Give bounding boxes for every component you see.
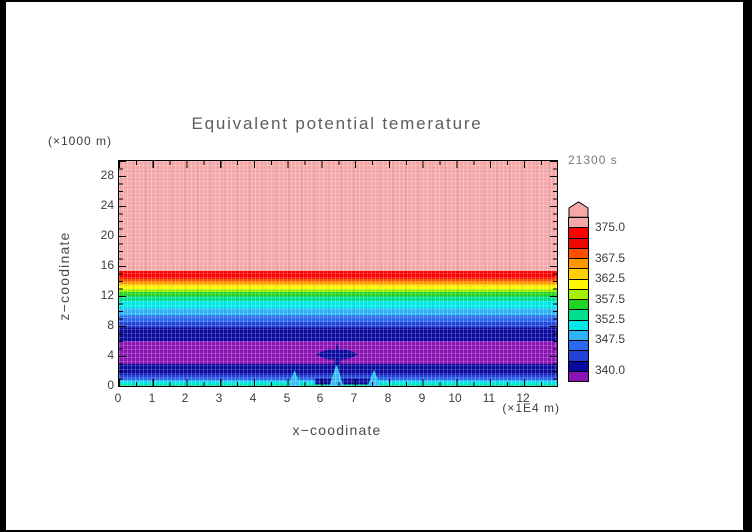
surface-plume-left: [288, 370, 301, 386]
colorbar-label-362-5: 362.5: [595, 271, 626, 285]
colorbar-segment: [569, 237, 588, 248]
plot-canvas: Equivalent potential temerature (×1000 m…: [6, 2, 743, 530]
y-tick-label-24: 24: [100, 198, 114, 212]
colorbar-label-375: 375.0: [595, 220, 626, 234]
plot-area: [118, 160, 558, 387]
contour-features: [288, 344, 381, 386]
y-tick-label-20: 20: [100, 228, 114, 242]
colorbar-segment: [569, 350, 588, 361]
colorbar: [568, 217, 589, 382]
timestamp-label: 21300 s: [568, 153, 618, 167]
x-tick-label-3: 3: [215, 391, 223, 405]
colorbar-segment: [569, 218, 588, 228]
x-tick-label-6: 6: [316, 391, 324, 405]
colorbar-label-367-5: 367.5: [595, 251, 626, 265]
y-tick-label-4: 4: [107, 348, 114, 362]
y-axis-unit-label: (×1000 m): [48, 134, 113, 148]
x-tick-label-2: 2: [181, 391, 189, 405]
chart-title: Equivalent potential temerature: [191, 114, 483, 133]
colorbar-segment: [569, 247, 588, 258]
y-tick-label-0: 0: [107, 378, 114, 392]
x-axis-unit-label: (×1E4 m): [502, 401, 560, 415]
x-tick-label-9: 9: [418, 391, 426, 405]
colorbar-segment: [569, 360, 588, 371]
colorbar-overflow-cap: [568, 201, 589, 218]
colorbar-label-357-5: 357.5: [595, 292, 626, 306]
colorbar-segment: [569, 299, 588, 310]
colorbar-segment: [569, 329, 588, 340]
colorbar-segment: [569, 288, 588, 299]
x-tick-label-10: 10: [448, 391, 462, 405]
colorbar-segment: [569, 278, 588, 289]
y-tick-label-28: 28: [100, 168, 114, 182]
y-tick-label-12: 12: [100, 288, 114, 302]
colorbar-segment: [569, 319, 588, 330]
colorbar-segment: [569, 370, 588, 381]
colorbar-segment: [569, 227, 588, 238]
x-axis-title: x−coodinate: [292, 422, 382, 438]
x-tick-label-0: 0: [114, 391, 122, 405]
colorbar-segment: [569, 309, 588, 320]
colorbar-label-340: 340.0: [595, 363, 626, 377]
x-tick-label-4: 4: [249, 391, 257, 405]
y-tick-label-8: 8: [107, 318, 114, 332]
x-tick-label-11: 11: [482, 391, 496, 405]
x-tick-label-1: 1: [148, 391, 156, 405]
x-tick-label-12: 12: [516, 391, 530, 405]
y-tick-label-16: 16: [100, 258, 114, 272]
colorbar-segment: [569, 340, 588, 351]
colorbar-segment: [569, 268, 588, 279]
colorbar-segment: [569, 258, 588, 269]
colorbar-label-352-5: 352.5: [595, 312, 626, 326]
surface-plume-center: [329, 363, 344, 386]
x-tick-label-8: 8: [384, 391, 392, 405]
colorbar-label-347-5: 347.5: [595, 332, 626, 346]
x-tick-label-7: 7: [350, 391, 358, 405]
y-axis-title: z−coodinate: [56, 231, 72, 321]
anvil-cloud-blob: [316, 347, 358, 361]
x-tick-label-5: 5: [283, 391, 291, 405]
cloud-stem: [334, 357, 341, 366]
surface-cold-pool: [315, 378, 377, 385]
